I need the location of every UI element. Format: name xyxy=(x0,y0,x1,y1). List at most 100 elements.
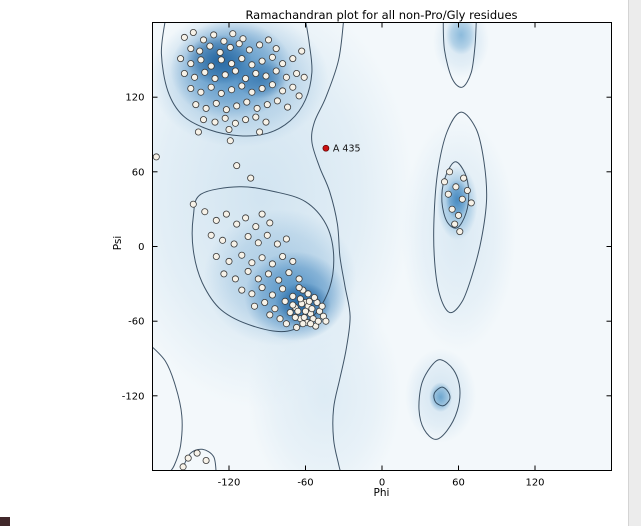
residue-point xyxy=(252,70,260,78)
residue-point xyxy=(212,216,220,224)
residue-point xyxy=(258,85,266,93)
residue-point xyxy=(285,269,293,277)
residue-point xyxy=(254,275,262,283)
residue-point xyxy=(289,257,297,265)
residue-point xyxy=(239,35,247,43)
residue-point xyxy=(463,186,471,194)
residue-point xyxy=(456,228,464,236)
residue-point xyxy=(451,220,459,228)
residue-point xyxy=(271,305,279,313)
residue-point xyxy=(273,240,281,248)
residue-point xyxy=(294,307,302,315)
residue-point xyxy=(210,31,218,39)
residue-point xyxy=(197,56,205,64)
residue-point xyxy=(231,119,239,127)
residue-point xyxy=(180,70,188,78)
residue-point xyxy=(446,168,454,176)
residue-point xyxy=(228,60,236,68)
residue-point xyxy=(229,30,237,38)
y-tick-label: -60 xyxy=(128,317,144,328)
residue-point xyxy=(268,53,276,61)
residue-point xyxy=(293,323,301,331)
residue-point xyxy=(207,62,215,70)
residue-point xyxy=(250,302,258,310)
residue-point xyxy=(252,113,260,121)
residue-point xyxy=(222,210,230,218)
contour-line xyxy=(418,359,461,440)
residue-point xyxy=(206,42,214,50)
residue-point xyxy=(222,106,230,114)
residue-point xyxy=(295,275,303,283)
residue-point xyxy=(196,47,204,55)
residue-point xyxy=(275,276,283,284)
residue-point xyxy=(199,36,207,44)
residue-point xyxy=(187,45,195,53)
x-tick-label: 60 xyxy=(452,478,465,489)
residue-point xyxy=(289,55,297,63)
residue-point xyxy=(279,285,287,293)
residue-point xyxy=(284,103,292,111)
residue-point xyxy=(276,315,284,323)
x-tick-label: 0 xyxy=(379,478,385,489)
residue-point xyxy=(291,313,299,321)
corner-artifact xyxy=(0,517,10,526)
residue-point xyxy=(318,302,326,310)
residue-point xyxy=(238,55,246,63)
residue-point xyxy=(191,73,199,81)
residue-point xyxy=(220,270,228,278)
residue-point xyxy=(231,67,239,75)
residue-point xyxy=(298,47,306,55)
residue-point xyxy=(258,210,266,218)
residue-point xyxy=(293,70,301,78)
residue-point xyxy=(282,320,290,328)
residue-point xyxy=(310,293,318,301)
residue-point xyxy=(242,116,250,124)
residue-point xyxy=(268,260,276,268)
residue-point xyxy=(467,199,475,207)
residue-point xyxy=(192,101,200,109)
residue-point xyxy=(217,56,225,64)
residue-point xyxy=(262,118,270,126)
contour-line xyxy=(433,111,488,314)
residue-point xyxy=(187,60,195,68)
residue-point xyxy=(256,41,264,49)
residue-point xyxy=(289,301,297,309)
residue-point xyxy=(300,313,308,321)
residue-point xyxy=(235,40,243,48)
contour-line xyxy=(152,346,183,471)
residue-point xyxy=(444,190,452,198)
residue-point xyxy=(244,267,252,275)
residue-point xyxy=(307,320,315,328)
residue-point xyxy=(448,205,456,213)
residue-point xyxy=(322,317,330,325)
residue-point xyxy=(152,153,160,161)
residue-point xyxy=(221,71,229,79)
x-tick-label: -120 xyxy=(218,478,241,489)
residue-point xyxy=(244,232,252,240)
residue-point xyxy=(177,55,185,63)
residue-point xyxy=(289,292,297,300)
residue-point xyxy=(295,92,303,100)
highlight-label: A 435 xyxy=(333,144,361,155)
residue-point xyxy=(226,137,234,145)
residue-point xyxy=(193,449,201,457)
residue-point xyxy=(207,231,215,239)
residue-point xyxy=(258,254,266,262)
scatter-points xyxy=(152,28,475,471)
residue-point xyxy=(263,101,271,109)
residue-point xyxy=(281,297,289,305)
residue-point xyxy=(458,195,466,203)
residue-point xyxy=(261,298,269,306)
highlight-point xyxy=(322,144,330,152)
residue-point xyxy=(201,68,209,76)
residue-point xyxy=(207,83,215,91)
residue-point xyxy=(454,211,462,219)
residue-point xyxy=(201,208,209,216)
residue-point xyxy=(299,320,307,328)
residue-point xyxy=(226,43,234,51)
residue-point xyxy=(238,286,246,294)
residue-point xyxy=(460,174,468,182)
residue-point xyxy=(254,239,262,247)
